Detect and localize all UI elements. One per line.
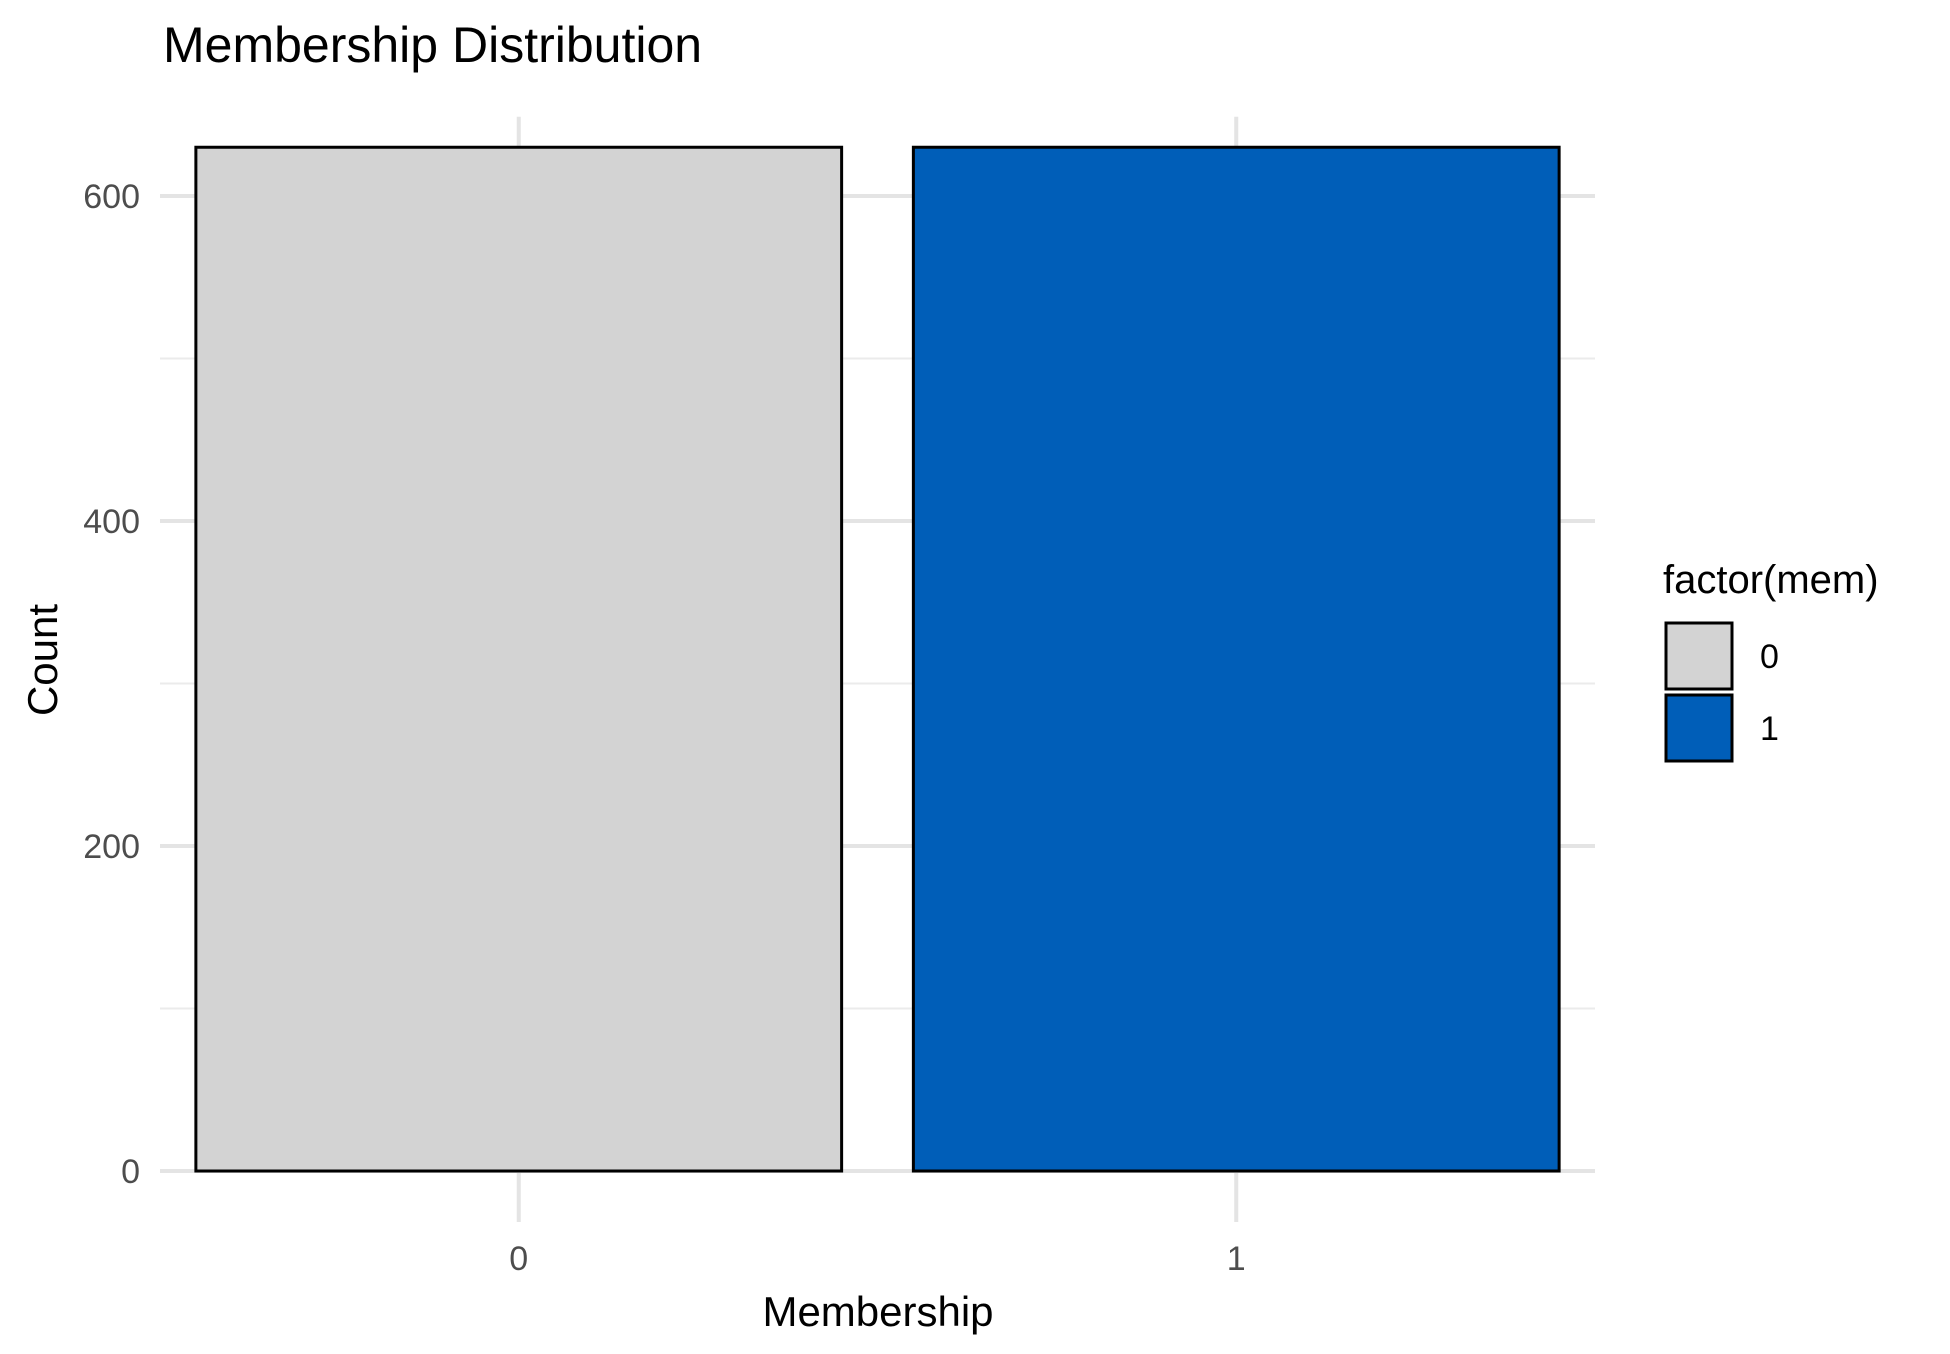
axes: 0 200 400 600 0 1 xyxy=(83,178,1245,1278)
y-tick-label: 600 xyxy=(83,178,140,216)
legend-label: 1 xyxy=(1760,710,1779,748)
y-axis-title: Count xyxy=(19,604,66,716)
legend-items: 01 xyxy=(1664,621,1779,763)
x-axis-title: Membership xyxy=(762,1288,993,1335)
x-tick-label: 1 xyxy=(1227,1240,1246,1278)
bar-1 xyxy=(911,145,1561,1173)
y-tick-label: 400 xyxy=(83,503,140,541)
legend-key-1 xyxy=(1664,693,1734,763)
y-tick-label: 0 xyxy=(121,1153,140,1191)
legend-label: 0 xyxy=(1760,638,1779,676)
bar-0 xyxy=(194,145,844,1173)
legend-title: factor(mem) xyxy=(1663,558,1879,602)
bars xyxy=(194,145,1561,1173)
chart-title: Membership Distribution xyxy=(163,17,702,73)
legend-key-0 xyxy=(1664,621,1734,691)
x-tick-label: 0 xyxy=(509,1240,528,1278)
y-tick-label: 200 xyxy=(83,828,140,866)
legend: factor(mem) 01 xyxy=(1663,558,1879,763)
